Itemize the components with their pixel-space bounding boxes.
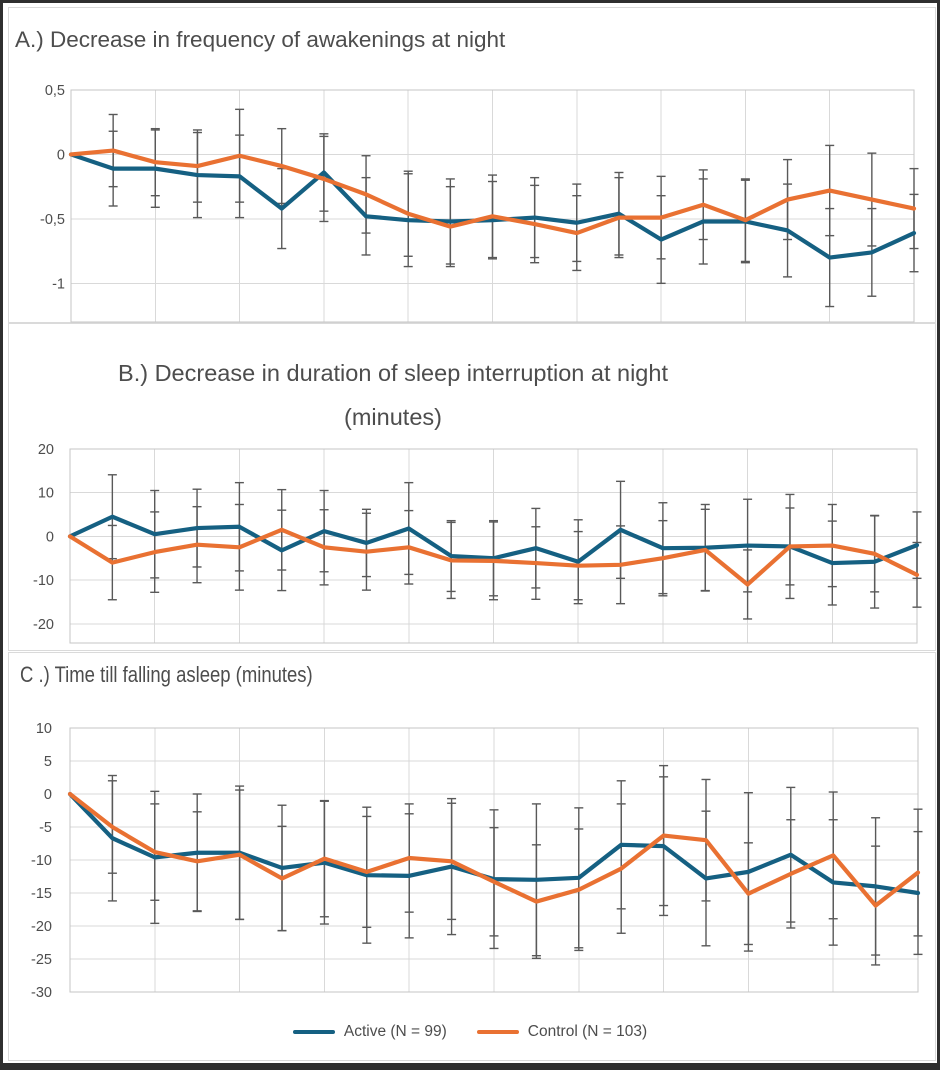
panel-c-frame bbox=[8, 652, 936, 1061]
y-tick-label: -0,5 bbox=[40, 212, 65, 228]
y-tick-label: 0 bbox=[44, 787, 52, 803]
control-series-line-b bbox=[67, 527, 920, 587]
panel-c-title: C .) Time till falling asleep (minutes) bbox=[20, 662, 313, 687]
y-tick-label: -5 bbox=[39, 820, 52, 836]
active-series-line-a bbox=[68, 152, 917, 260]
legend-label-active: Active (N = 99) bbox=[343, 1023, 447, 1040]
y-tick-label: -10 bbox=[31, 853, 52, 869]
control-series-line-a bbox=[68, 148, 917, 236]
panel-a-title: A.) Decrease in frequency of awakenings … bbox=[15, 27, 506, 52]
control-series-line-c bbox=[67, 791, 921, 908]
control-line-swatch bbox=[476, 1030, 519, 1034]
y-tick-label: -25 bbox=[31, 952, 52, 968]
panel-b-frame bbox=[8, 323, 936, 651]
y-tick-label: 10 bbox=[38, 486, 54, 502]
y-tick-label: 10 bbox=[36, 721, 52, 737]
y-tick-label: -20 bbox=[31, 919, 52, 935]
y-tick-label: -15 bbox=[31, 886, 52, 902]
y-tick-label: -20 bbox=[33, 617, 54, 633]
legend-item-control: Control (N = 103) bbox=[476, 1023, 648, 1041]
legend: Active (N = 99) Control (N = 103) bbox=[3, 1023, 937, 1041]
y-tick-label: -30 bbox=[31, 985, 52, 1001]
y-tick-label: -1 bbox=[52, 276, 65, 292]
active-line-swatch bbox=[292, 1030, 335, 1034]
y-tick-label: 0,5 bbox=[45, 83, 65, 99]
active-series-line-b bbox=[67, 514, 920, 566]
y-tick-label: 5 bbox=[44, 754, 52, 770]
legend-label-control: Control (N = 103) bbox=[527, 1023, 648, 1040]
y-tick-label: 0 bbox=[46, 529, 54, 545]
panel-b-title-line1: B.) Decrease in duration of sleep interr… bbox=[118, 360, 668, 386]
y-tick-label: 20 bbox=[38, 442, 54, 458]
y-tick-label: 0 bbox=[57, 147, 65, 163]
legend-item-active: Active (N = 99) bbox=[292, 1023, 447, 1041]
panel-b-title-line2: (minutes) bbox=[344, 404, 442, 430]
y-tick-label: -10 bbox=[33, 573, 54, 589]
panel-b-title: B.) Decrease in duration of sleep interr… bbox=[3, 351, 783, 439]
charts-canvas: 0,5 0 -0,5 -1 20 10 0 -10 -20 10 5 0 -5 -10 -15 -20 -25 -… bbox=[31, 83, 923, 1001]
active-series-line-c bbox=[67, 791, 921, 896]
